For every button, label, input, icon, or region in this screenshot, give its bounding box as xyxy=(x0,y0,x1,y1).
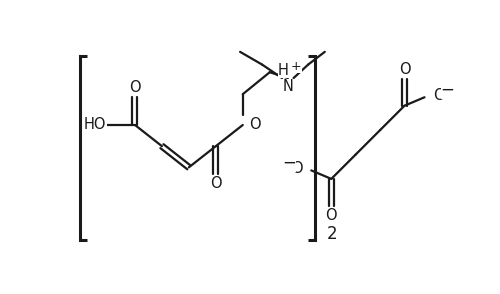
Text: 2: 2 xyxy=(326,225,337,243)
Text: −: − xyxy=(440,81,454,98)
Text: H: H xyxy=(278,63,288,78)
Text: O: O xyxy=(210,176,222,191)
Text: O: O xyxy=(398,62,410,77)
Text: −: − xyxy=(282,154,296,172)
Text: +: + xyxy=(291,60,302,73)
Text: O: O xyxy=(433,88,444,103)
Text: O: O xyxy=(291,161,303,176)
Text: N: N xyxy=(282,79,294,94)
Text: O: O xyxy=(250,117,261,132)
Text: HO: HO xyxy=(84,118,106,133)
Text: O: O xyxy=(326,208,337,223)
Text: O: O xyxy=(129,80,141,95)
